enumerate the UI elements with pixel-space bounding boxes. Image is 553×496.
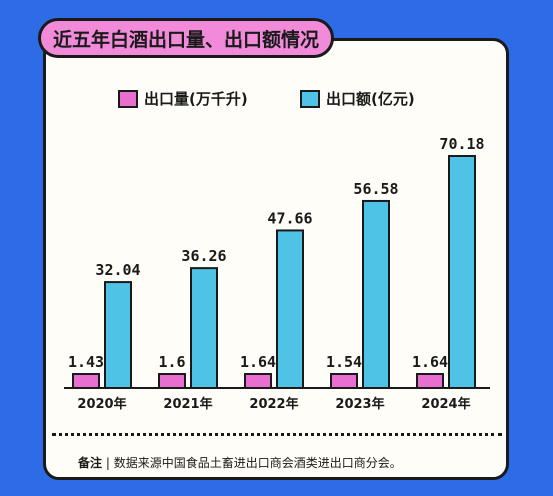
x-tick-label-2: 2022年 <box>249 396 298 412</box>
data-label-value-1: 36.26 <box>181 247 226 265</box>
bar-volume-4 <box>416 373 444 389</box>
data-label-volume-2: 1.64 <box>240 353 276 371</box>
bar-volume-2 <box>244 373 272 389</box>
footer-divider <box>52 433 502 436</box>
data-label-value-0: 32.04 <box>95 261 140 279</box>
bar-value-4 <box>448 155 476 389</box>
footer-note: 备注 | 数据来源中国食品土畜进出口商会酒类进出口商分会。 <box>78 454 402 471</box>
x-tick-label-0: 2020年 <box>77 396 126 412</box>
bar-volume-1 <box>158 373 186 389</box>
footer-prefix: 备注 <box>78 456 103 470</box>
data-label-value-2: 47.66 <box>267 209 312 227</box>
legend-item-value: 出口额(亿元) <box>300 88 415 109</box>
legend-swatch-volume <box>118 89 138 108</box>
bar-value-0 <box>104 281 132 389</box>
bar-value-1 <box>190 267 218 389</box>
bar-volume-3 <box>330 373 358 389</box>
data-label-volume-0: 1.43 <box>68 353 104 371</box>
x-tick-label-4: 2024年 <box>421 396 470 412</box>
footer-text: 数据来源中国食品土畜进出口商会酒类进出口商分会。 <box>113 456 402 470</box>
legend: 出口量(万千升) 出口额(亿元) <box>0 88 553 112</box>
x-tick-label-1: 2021年 <box>163 396 212 412</box>
bar-volume-0 <box>72 373 100 389</box>
data-label-volume-1: 1.6 <box>158 353 185 371</box>
data-label-volume-4: 1.64 <box>412 353 448 371</box>
data-label-value-3: 56.58 <box>353 180 398 198</box>
legend-swatch-value <box>300 89 320 108</box>
bar-value-2 <box>276 229 304 389</box>
x-tick-label-3: 2023年 <box>335 396 384 412</box>
legend-label-value: 出口额(亿元) <box>326 90 415 108</box>
legend-label-volume: 出口量(万千升) <box>144 90 248 108</box>
bar-value-3 <box>362 199 390 389</box>
legend-item-volume: 出口量(万千升) <box>118 88 248 109</box>
data-label-value-4: 70.18 <box>439 135 484 153</box>
footer-separator: | <box>105 456 110 470</box>
chart-title: 近五年白酒出口量、出口额情况 <box>38 18 334 58</box>
data-label-volume-3: 1.54 <box>326 353 362 371</box>
